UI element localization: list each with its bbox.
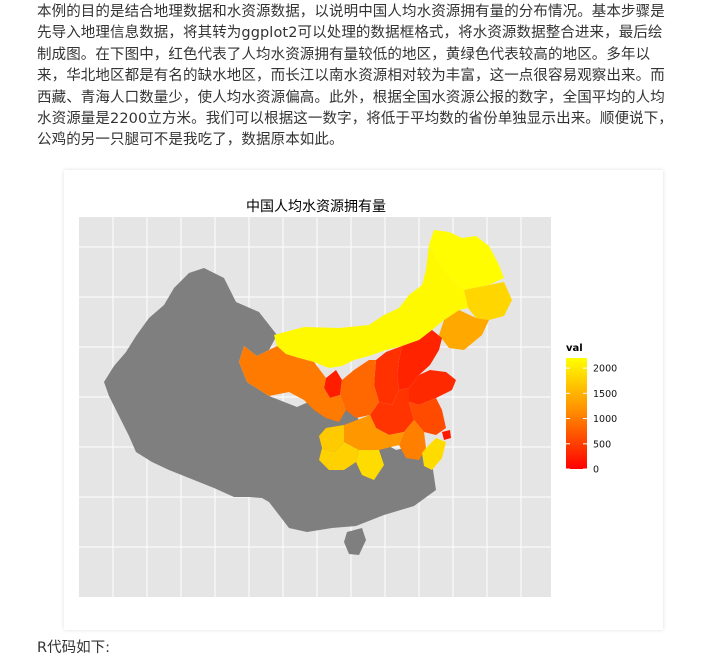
legend-tick-label: 1000 [593, 414, 617, 425]
region-贵州 [319, 442, 359, 470]
legend-tick-label: 0 [593, 465, 599, 476]
region-宁夏 [324, 370, 342, 398]
region-河南 [370, 388, 414, 435]
region-黑龙江 [429, 230, 504, 290]
region-湖南 [356, 450, 384, 480]
legend-ticks: 0 500 1000 1500 2000 [566, 364, 617, 476]
region-吉林 [464, 282, 512, 320]
region-山东 [409, 370, 456, 405]
province-regions [239, 230, 512, 480]
region-河北 [397, 330, 442, 390]
map-figure: 中国人均水资源拥有量 [64, 170, 663, 630]
region-陕西 [340, 360, 379, 418]
chart-title: 中国人均水资源拥有量 [246, 199, 386, 215]
region-湖北 [344, 415, 404, 450]
region-安徽 [399, 420, 426, 460]
legend-title: val [566, 343, 583, 354]
code-caption: R代码如下: [37, 640, 110, 656]
region-missing-area [104, 268, 436, 555]
region-江苏 [409, 398, 446, 435]
legend-tick-label: 1500 [593, 389, 617, 400]
legend-colorbar [566, 358, 587, 469]
region-辽宁 [439, 310, 489, 350]
legend-tick-label: 500 [593, 439, 611, 450]
region-山西 [374, 346, 402, 405]
region-甘肃 [239, 346, 346, 422]
intro-paragraph: 本例的目的是结合地理数据和水资源数据，以说明中国人均水资源拥有量的分布情况。基本… [37, 4, 673, 149]
legend-tick-label: 2000 [593, 364, 617, 375]
region-浙江 [422, 438, 446, 470]
region-重庆 [319, 425, 344, 452]
region-上海 [442, 430, 451, 440]
china-water-map: 中国人均水资源拥有量 [79, 199, 617, 597]
region-内蒙古 [274, 245, 468, 368]
